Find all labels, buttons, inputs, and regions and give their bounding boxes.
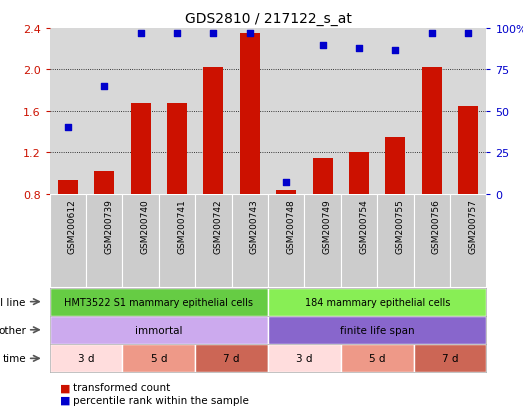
- Text: GSM200755: GSM200755: [395, 199, 404, 254]
- Bar: [50, 316, 268, 344]
- Point: [282, 179, 290, 186]
- Text: 5 d: 5 d: [369, 354, 385, 363]
- Text: HMT3522 S1 mammary epithelial cells: HMT3522 S1 mammary epithelial cells: [64, 297, 253, 307]
- Point: [209, 31, 218, 37]
- Bar: [167, 103, 187, 194]
- Text: cell line: cell line: [0, 297, 26, 307]
- Bar: [131, 103, 151, 194]
- Text: GSM200754: GSM200754: [359, 199, 368, 253]
- Point: [428, 31, 436, 37]
- Text: ■: ■: [60, 382, 71, 392]
- Text: 7 d: 7 d: [223, 354, 240, 363]
- Point: [246, 31, 254, 37]
- Text: 7 d: 7 d: [442, 354, 458, 363]
- Text: percentile rank within the sample: percentile rank within the sample: [73, 395, 249, 405]
- Point: [173, 31, 181, 37]
- Text: other: other: [0, 325, 26, 335]
- Point: [355, 45, 363, 52]
- Bar: [86, 194, 122, 287]
- Text: transformed count: transformed count: [73, 382, 170, 392]
- Bar: [268, 316, 486, 344]
- Point: [319, 42, 327, 49]
- Text: GSM200740: GSM200740: [141, 199, 150, 253]
- Point: [391, 47, 400, 54]
- Bar: [276, 191, 296, 194]
- Bar: [159, 194, 195, 287]
- Text: 5 d: 5 d: [151, 354, 167, 363]
- Text: time: time: [2, 354, 26, 363]
- Bar: [268, 194, 304, 287]
- Bar: [50, 344, 122, 373]
- Bar: [450, 194, 486, 287]
- Bar: [195, 194, 232, 287]
- Text: GSM200756: GSM200756: [432, 199, 441, 254]
- Text: GSM200749: GSM200749: [323, 199, 332, 253]
- Point: [464, 31, 472, 37]
- Point: [137, 31, 145, 37]
- Bar: [458, 106, 478, 194]
- Text: 184 mammary epithelial cells: 184 mammary epithelial cells: [304, 297, 450, 307]
- Bar: [414, 344, 486, 373]
- Text: ■: ■: [60, 395, 71, 405]
- Text: GSM200741: GSM200741: [177, 199, 186, 253]
- Bar: [50, 288, 268, 316]
- Text: GDS2810 / 217122_s_at: GDS2810 / 217122_s_at: [185, 12, 351, 26]
- Text: 3 d: 3 d: [78, 354, 94, 363]
- Bar: [240, 34, 260, 194]
- Text: GSM200612: GSM200612: [68, 199, 77, 253]
- Bar: [377, 194, 414, 287]
- Bar: [313, 159, 333, 194]
- Bar: [122, 194, 159, 287]
- Text: GSM200743: GSM200743: [250, 199, 259, 253]
- Text: GSM200742: GSM200742: [213, 199, 222, 253]
- Bar: [385, 137, 405, 194]
- Bar: [341, 344, 414, 373]
- Bar: [232, 194, 268, 287]
- Text: GSM200748: GSM200748: [286, 199, 295, 253]
- Bar: [195, 344, 268, 373]
- Text: GSM200739: GSM200739: [104, 199, 113, 254]
- Bar: [268, 344, 341, 373]
- Point: [64, 125, 72, 131]
- Text: GSM200757: GSM200757: [468, 199, 477, 254]
- Bar: [122, 344, 195, 373]
- Bar: [58, 180, 78, 194]
- Bar: [94, 171, 115, 194]
- Bar: [304, 194, 341, 287]
- Bar: [50, 194, 86, 287]
- Bar: [349, 153, 369, 194]
- Bar: [422, 68, 442, 194]
- Text: 3 d: 3 d: [296, 354, 313, 363]
- Bar: [414, 194, 450, 287]
- Bar: [203, 68, 223, 194]
- Bar: [268, 288, 486, 316]
- Text: immortal: immortal: [135, 325, 183, 335]
- Bar: [341, 194, 377, 287]
- Point: [100, 83, 108, 90]
- Text: finite life span: finite life span: [340, 325, 415, 335]
